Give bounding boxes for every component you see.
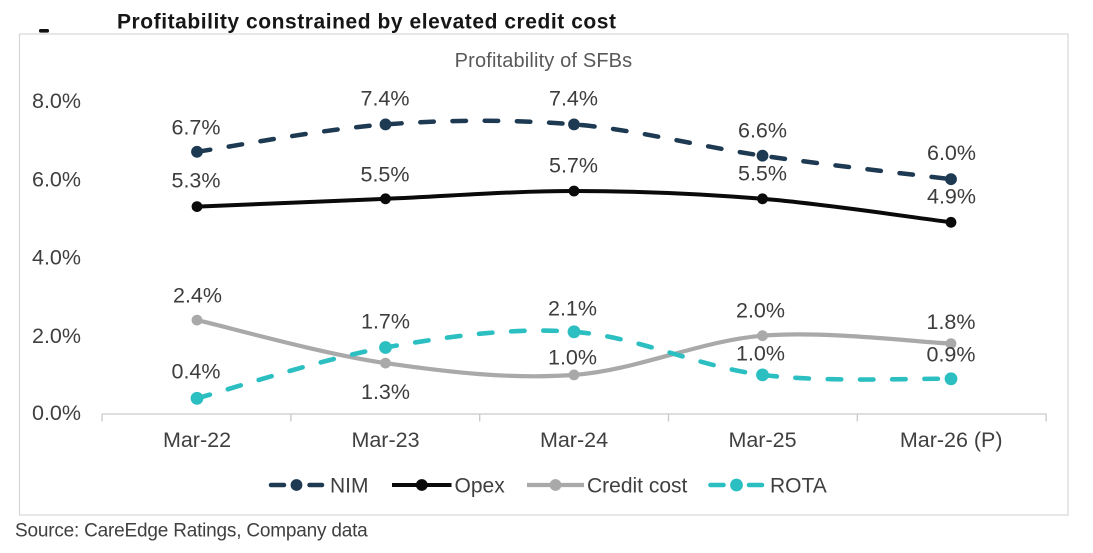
svg-text:Profitability of SFBs: Profitability of SFBs bbox=[455, 50, 633, 72]
svg-text:0.4%: 0.4% bbox=[171, 360, 220, 384]
svg-text:8.0%: 8.0% bbox=[32, 89, 81, 113]
svg-text:1.0%: 1.0% bbox=[548, 346, 597, 370]
svg-text:4.0%: 4.0% bbox=[32, 246, 81, 270]
svg-text:6.0%: 6.0% bbox=[927, 141, 976, 165]
svg-text:NIM: NIM bbox=[330, 475, 369, 498]
svg-text:Source: CareEdge Ratings, Comp: Source: CareEdge Ratings, Company data bbox=[15, 521, 368, 542]
svg-text:Credit cost: Credit cost bbox=[587, 475, 688, 498]
svg-text:6.0%: 6.0% bbox=[32, 167, 81, 191]
svg-text:2.1%: 2.1% bbox=[548, 297, 597, 321]
svg-text:Mar-26 (P): Mar-26 (P) bbox=[900, 428, 1003, 452]
svg-text:5.5%: 5.5% bbox=[738, 162, 787, 186]
svg-text:5.3%: 5.3% bbox=[171, 169, 220, 193]
svg-text:7.4%: 7.4% bbox=[360, 87, 409, 111]
svg-text:1.3%: 1.3% bbox=[361, 380, 410, 404]
svg-text:7.4%: 7.4% bbox=[549, 87, 598, 111]
svg-text:5.5%: 5.5% bbox=[360, 163, 409, 187]
svg-text:0.0%: 0.0% bbox=[32, 401, 81, 425]
svg-text:1.7%: 1.7% bbox=[361, 310, 410, 334]
svg-text:5.7%: 5.7% bbox=[549, 154, 598, 178]
svg-text:Mar-24: Mar-24 bbox=[540, 428, 608, 452]
svg-text:0.9%: 0.9% bbox=[926, 343, 975, 367]
svg-text:Opex: Opex bbox=[455, 475, 506, 498]
svg-text:Profitability constrained by e: Profitability constrained by elevated cr… bbox=[117, 10, 617, 33]
svg-text:Mar-23: Mar-23 bbox=[351, 428, 419, 452]
svg-text:2.4%: 2.4% bbox=[173, 284, 222, 308]
svg-text:ROTA: ROTA bbox=[770, 475, 827, 498]
svg-text:1.0%: 1.0% bbox=[736, 342, 785, 366]
svg-text:1.8%: 1.8% bbox=[926, 310, 975, 334]
svg-text:Mar-25: Mar-25 bbox=[728, 428, 796, 452]
svg-text:4.9%: 4.9% bbox=[927, 185, 976, 209]
svg-text:2.0%: 2.0% bbox=[736, 299, 785, 323]
svg-text:6.7%: 6.7% bbox=[171, 116, 220, 140]
svg-text:Mar-22: Mar-22 bbox=[163, 428, 231, 452]
svg-text:2.0%: 2.0% bbox=[32, 324, 81, 348]
svg-text:6.6%: 6.6% bbox=[738, 119, 787, 143]
